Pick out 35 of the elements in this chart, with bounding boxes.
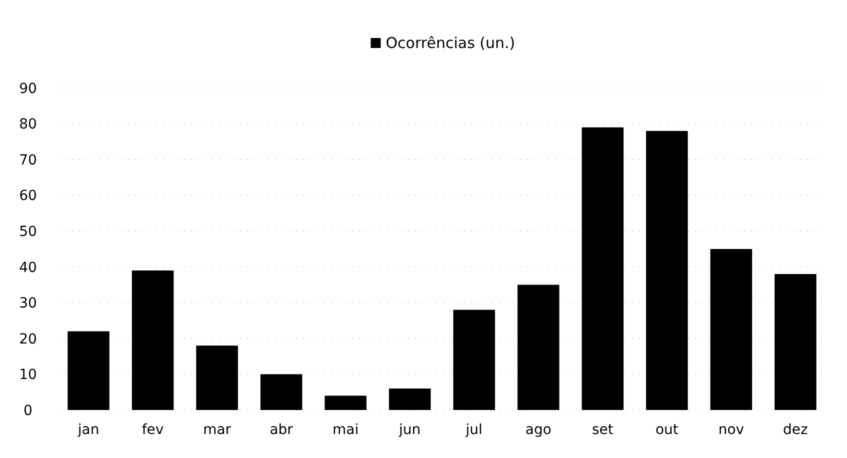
x-tick-label: abr xyxy=(270,422,294,438)
bar xyxy=(388,388,431,410)
y-tick-label: 70 xyxy=(19,152,37,168)
x-tick-label: mar xyxy=(203,422,232,438)
x-tick-label: dez xyxy=(783,422,808,438)
x-tick-label: mai xyxy=(332,422,359,438)
x-tick-label: jun xyxy=(398,422,421,438)
x-tick-label: jan xyxy=(76,422,100,438)
x-tick-label: jul xyxy=(464,422,482,438)
x-tick-label: nov xyxy=(718,422,744,438)
bar xyxy=(453,310,496,410)
y-tick-label: 50 xyxy=(19,224,37,240)
legend-label: Ocorrências (un.) xyxy=(386,34,516,52)
bar xyxy=(710,249,752,410)
y-tick-label: 20 xyxy=(19,331,37,348)
x-tick-label: fev xyxy=(142,422,164,438)
bar xyxy=(518,284,560,410)
bar xyxy=(132,270,174,410)
bar xyxy=(324,396,366,410)
bar xyxy=(646,130,688,410)
y-tick-label: 40 xyxy=(19,260,37,276)
bar xyxy=(582,127,624,410)
y-tick-label: 30 xyxy=(19,296,37,312)
y-tick-label: 0 xyxy=(24,402,32,419)
y-tick-label: 60 xyxy=(19,188,37,204)
y-tick-label: 10 xyxy=(19,367,37,384)
x-tick-label: ago xyxy=(525,422,552,438)
x-tick-label: set xyxy=(592,422,614,438)
bar xyxy=(260,374,302,410)
y-tick-label: 80 xyxy=(19,116,37,133)
y-tick-label: 90 xyxy=(19,80,37,97)
x-tick-label: out xyxy=(655,422,679,438)
bar xyxy=(68,331,110,410)
bar xyxy=(196,346,238,410)
bar xyxy=(774,274,816,410)
